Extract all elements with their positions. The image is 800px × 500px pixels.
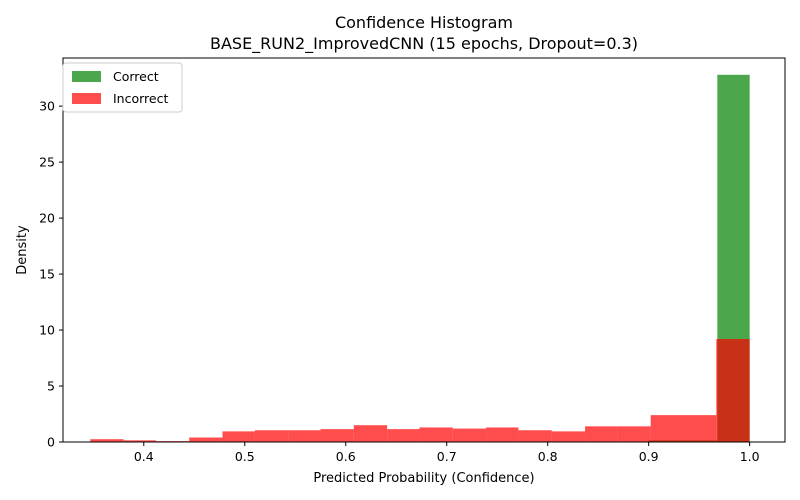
x-tick-label: 0.5: [235, 449, 255, 464]
y-tick-label: 30: [39, 99, 55, 114]
x-axis-label: Predicted Probability (Confidence): [313, 471, 534, 486]
x-tick-label: 0.6: [336, 449, 356, 464]
x-tick-label: 0.9: [639, 449, 659, 464]
plot-frame: [62, 57, 786, 443]
legend-swatch-incorrect: [72, 93, 101, 104]
bar-incorrect-13: [518, 430, 552, 442]
legend-label-incorrect: Incorrect: [113, 91, 168, 106]
bar-incorrect-17: [650, 415, 685, 442]
x-tick-label: 0.8: [538, 449, 558, 464]
bar-incorrect-15: [585, 426, 618, 442]
bar-incorrect-7: [320, 429, 354, 442]
y-tick-label: 10: [39, 323, 55, 338]
x-tick-label: 0.4: [134, 449, 154, 464]
legend: Correct Incorrect: [62, 62, 183, 113]
y-tick-label: 0: [47, 435, 55, 450]
bar-incorrect-14: [551, 431, 586, 442]
bar-incorrect-5: [254, 430, 289, 442]
bar-incorrect-4: [222, 431, 255, 442]
bar-incorrect-10: [419, 427, 453, 442]
y-tick-label: 20: [39, 211, 55, 226]
bar-incorrect-6: [288, 430, 321, 442]
bar-incorrect-9: [387, 429, 420, 442]
y-axis-ticks: 0 5 10 15 20 25 30: [39, 99, 63, 450]
bar-incorrect-18: [684, 415, 717, 442]
chart-subtitle: BASE_RUN2_ImprovedCNN (15 epochs, Dropou…: [210, 34, 638, 54]
legend-label-correct: Correct: [113, 69, 159, 84]
y-tick-label: 15: [39, 267, 55, 282]
x-tick-label: 0.7: [437, 449, 457, 464]
bar-incorrect-8: [353, 425, 388, 442]
bar-incorrect-19: [716, 339, 750, 442]
legend-swatch-correct: [72, 71, 101, 82]
series-correct: [244, 74, 750, 442]
bar-incorrect-3: [189, 437, 223, 442]
bar-incorrect-12: [486, 427, 519, 442]
bar-incorrect-16: [617, 426, 651, 442]
x-tick-label: 1.0: [740, 449, 760, 464]
bar-incorrect-11: [452, 428, 487, 442]
bar-incorrect-1: [123, 440, 156, 442]
y-tick-label: 25: [39, 155, 55, 170]
y-axis-label: Density: [15, 225, 30, 275]
series-incorrect: [90, 339, 750, 442]
chart-title: Confidence Histogram: [335, 13, 513, 32]
y-tick-label: 5: [47, 379, 55, 394]
x-axis-ticks: 0.4 0.5 0.6 0.7 0.8 0.9 1.0: [134, 442, 760, 464]
bar-incorrect-0: [90, 439, 124, 442]
